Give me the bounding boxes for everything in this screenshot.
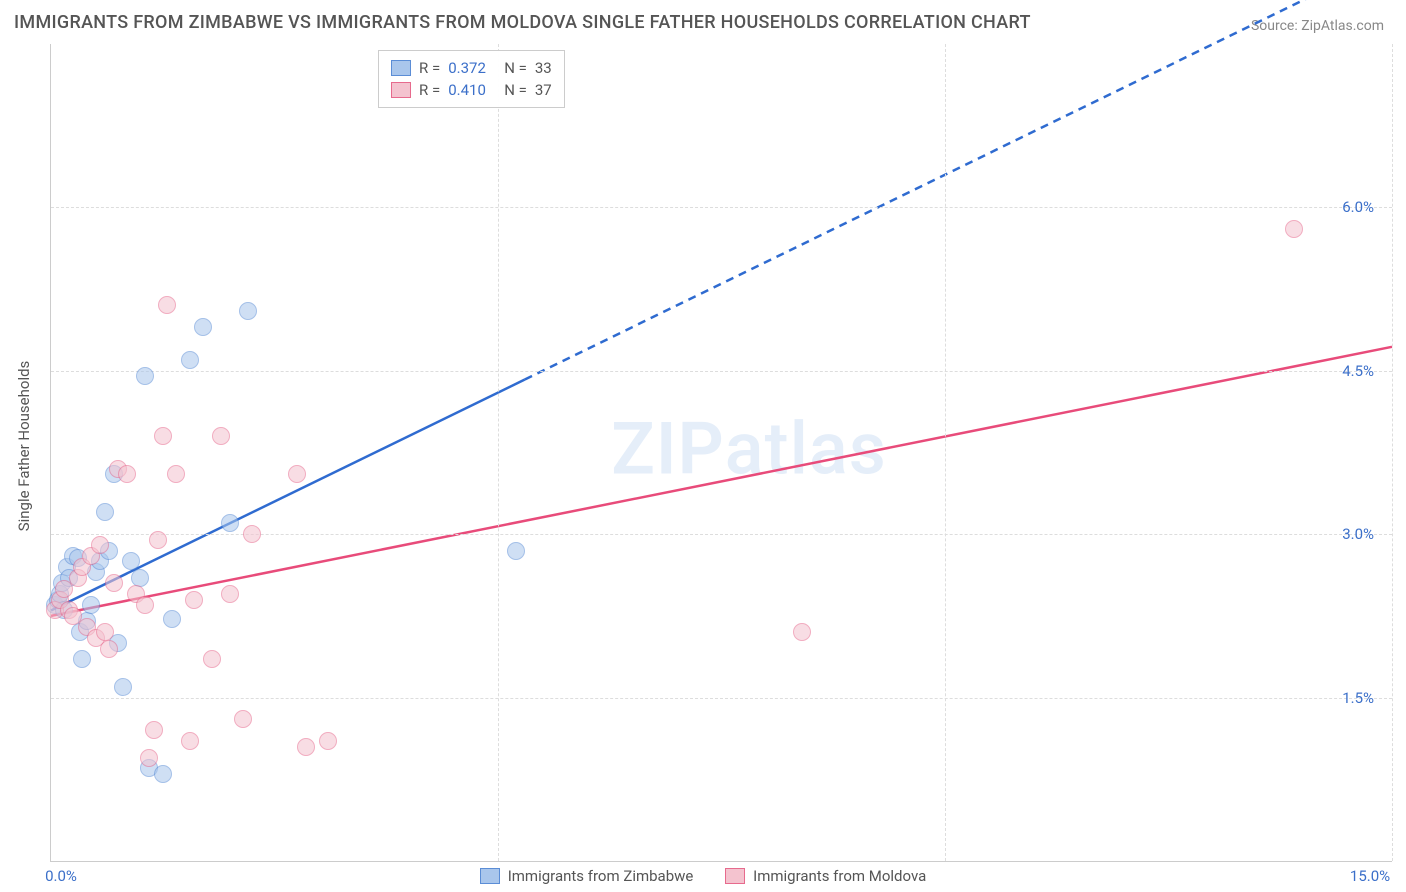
r-label: R = — [419, 79, 440, 101]
r-label: R = — [419, 57, 440, 79]
legend-label-moldova: Immigrants from Moldova — [753, 867, 926, 885]
data-point — [100, 640, 118, 658]
n-value: 33 — [535, 57, 552, 79]
data-point — [118, 465, 136, 483]
y-axis-label: Single Father Households — [15, 361, 33, 532]
legend-bottom: Immigrants from Zimbabwe Immigrants from… — [0, 867, 1406, 888]
legend-item-zimbabwe: Immigrants from Zimbabwe — [480, 867, 694, 885]
data-point — [1285, 220, 1303, 238]
data-point — [136, 367, 154, 385]
gridline-vertical — [1392, 44, 1393, 861]
stats-legend: R = 0.372 N = 33 R = 0.410 N = 37 — [378, 50, 565, 108]
trend-line-solid — [51, 380, 525, 611]
data-point — [203, 650, 221, 668]
data-point — [149, 531, 167, 549]
stats-legend-row: R = 0.410 N = 37 — [391, 79, 552, 101]
data-point — [154, 427, 172, 445]
data-point — [288, 465, 306, 483]
trend-line-dashed — [525, 0, 1392, 380]
data-point — [194, 318, 212, 336]
data-point — [243, 525, 261, 543]
r-value: 0.372 — [448, 57, 496, 79]
gridline-horizontal — [51, 371, 1392, 372]
stats-swatch — [391, 60, 411, 76]
legend-item-moldova: Immigrants from Moldova — [725, 867, 926, 885]
data-point — [163, 610, 181, 628]
gridline-vertical — [945, 44, 946, 861]
data-point — [114, 678, 132, 696]
data-point — [167, 465, 185, 483]
gridline-horizontal — [51, 698, 1392, 699]
data-point — [105, 574, 123, 592]
y-tick-label: 4.5% — [1342, 362, 1374, 380]
data-point — [507, 542, 525, 560]
data-point — [122, 552, 140, 570]
data-point — [185, 591, 203, 609]
data-point — [96, 623, 114, 641]
trend-lines-layer — [51, 44, 1392, 861]
chart-title: IMMIGRANTS FROM ZIMBABWE VS IMMIGRANTS F… — [14, 12, 1031, 33]
plot-area: ZIPatlas 1.5%3.0%4.5%6.0%0.0%15.0%R =0.3… — [50, 44, 1392, 862]
n-label: N = — [504, 57, 527, 79]
data-point — [82, 596, 100, 614]
y-tick-label: 1.5% — [1342, 689, 1374, 707]
data-point — [181, 351, 199, 369]
y-tick-label: 3.0% — [1342, 525, 1374, 543]
legend-label-zimbabwe: Immigrants from Zimbabwe — [508, 867, 694, 885]
data-point — [319, 732, 337, 750]
legend-swatch-zimbabwe — [480, 868, 500, 884]
trend-line-solid — [51, 347, 1392, 616]
gridline-vertical — [498, 44, 499, 861]
data-point — [154, 765, 172, 783]
data-point — [91, 536, 109, 554]
stats-legend-row: R = 0.372 N = 33 — [391, 57, 552, 79]
n-label: N = — [504, 79, 527, 101]
source-attribution: Source: ZipAtlas.com — [1251, 18, 1384, 34]
gridline-horizontal — [51, 207, 1392, 208]
y-tick-label: 6.0% — [1342, 198, 1374, 216]
data-point — [131, 569, 149, 587]
data-point — [136, 596, 154, 614]
data-point — [234, 710, 252, 728]
data-point — [96, 503, 114, 521]
r-value: 0.410 — [448, 79, 496, 101]
n-value: 37 — [535, 79, 552, 101]
data-point — [221, 514, 239, 532]
data-point — [297, 738, 315, 756]
data-point — [212, 427, 230, 445]
data-point — [145, 721, 163, 739]
legend-swatch-moldova — [725, 868, 745, 884]
data-point — [73, 650, 91, 668]
data-point — [181, 732, 199, 750]
stats-swatch — [391, 82, 411, 98]
data-point — [239, 302, 257, 320]
data-point — [793, 623, 811, 641]
data-point — [221, 585, 239, 603]
data-point — [158, 296, 176, 314]
data-point — [140, 749, 158, 767]
